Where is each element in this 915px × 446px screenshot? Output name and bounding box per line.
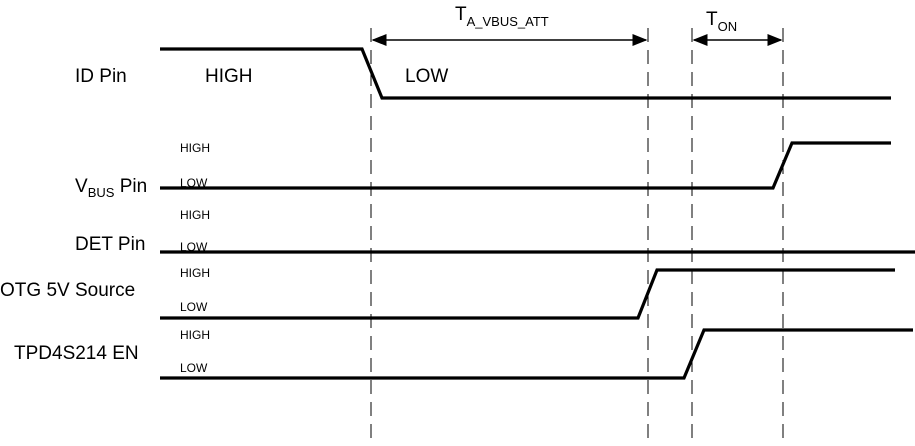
- signal-label-otg-5v-source: OTG 5V Source: [0, 280, 135, 301]
- t-a-vbus-att-label: TA_VBUS_ATT: [455, 4, 549, 29]
- waveform-id-pin: [160, 47, 891, 100]
- id-low-label: LOW: [405, 66, 448, 87]
- otg-high-label: HIGH: [180, 266, 210, 280]
- otg-low-label: LOW: [180, 300, 208, 314]
- waveform-otg-5v-source: [160, 268, 895, 320]
- en-low-label: LOW: [180, 361, 208, 375]
- waveform-tpd4s214-en: [160, 328, 913, 380]
- signal-label-id-pin: ID Pin: [75, 66, 127, 87]
- id-high-label: HIGH: [205, 66, 253, 87]
- t-on-label: TON: [706, 9, 737, 34]
- signal-label-det-pin: DET Pin: [75, 234, 145, 255]
- en-high-label: HIGH: [180, 328, 210, 342]
- vbus-high-label: HIGH: [180, 141, 210, 155]
- signal-label-vbus-pin: VBUS Pin: [75, 176, 147, 200]
- signal-label-tpd4s214-en: TPD4S214 EN: [14, 343, 139, 364]
- det-high-label: HIGH: [180, 208, 210, 222]
- waveform-vbus-pin: [160, 141, 891, 190]
